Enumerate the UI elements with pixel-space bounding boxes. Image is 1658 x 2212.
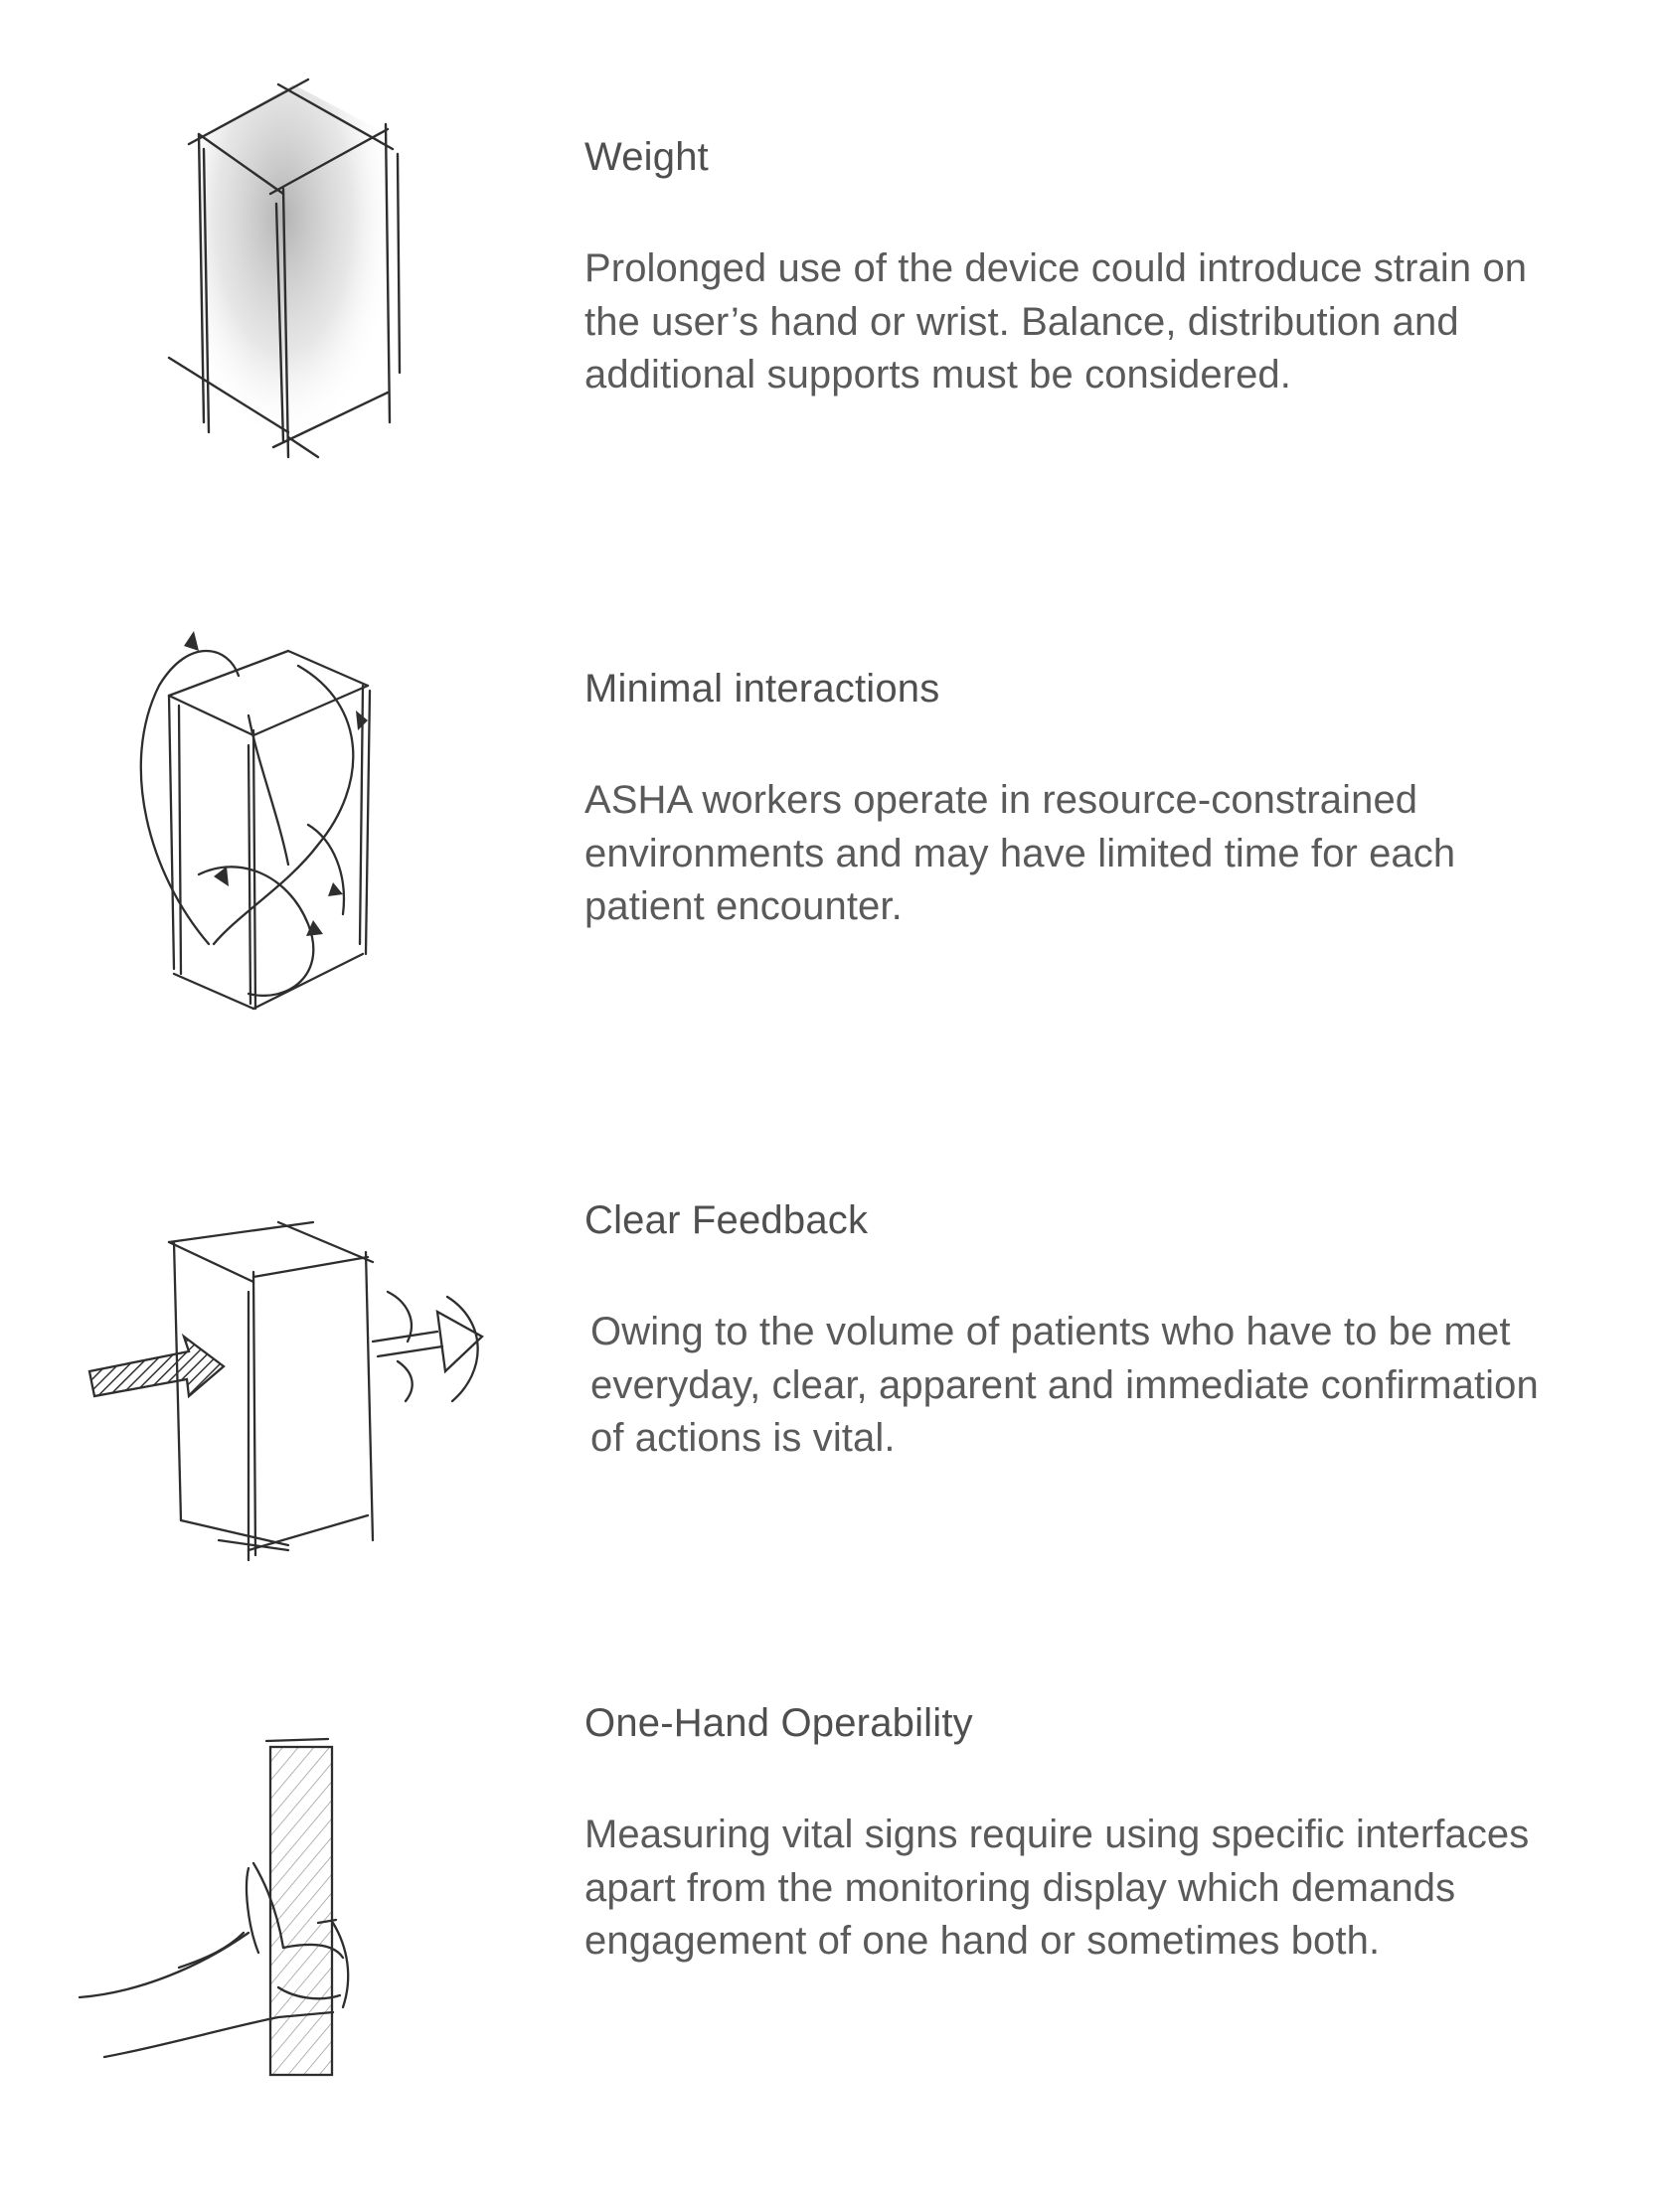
feature-text-clear-feedback: Clear Feedback Owing to the volume of pa… — [584, 1196, 1545, 1466]
feature-title: Clear Feedback — [584, 1198, 869, 1242]
feature-title: Weight — [584, 135, 709, 179]
feature-description: Owing to the volume of patients who have… — [590, 1310, 1539, 1460]
feature-title: One-Hand Operability — [584, 1701, 973, 1745]
feature-text-one-hand-operability: One-Hand Operability Measuring vital sig… — [584, 1699, 1539, 1969]
feature-text-minimal-interactions: Minimal interactions ASHA workers operat… — [584, 665, 1539, 934]
feature-description: Measuring vital signs require using spec… — [584, 1813, 1530, 1963]
feature-title: Minimal interactions — [584, 667, 940, 711]
feature-description: Prolonged use of the device could introd… — [584, 246, 1528, 396]
weighted-box-sketch-icon — [159, 55, 417, 472]
box-with-input-output-arrows-sketch-icon — [87, 1212, 507, 1570]
hand-holding-device-sketch-icon — [78, 1729, 398, 2087]
feature-description: ASHA workers operate in resource-constra… — [584, 778, 1456, 928]
feature-text-weight: Weight Prolonged use of the device could… — [584, 133, 1539, 402]
box-with-interaction-arrows-sketch-icon — [139, 626, 388, 1024]
